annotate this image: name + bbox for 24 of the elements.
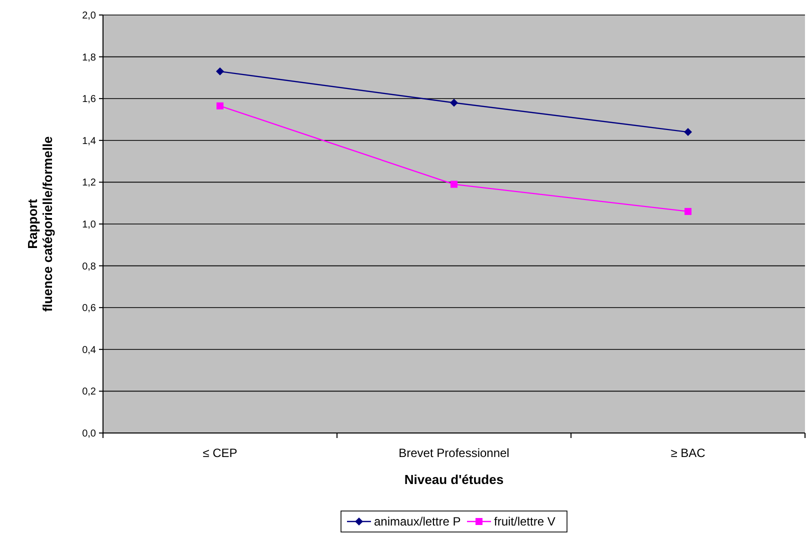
y-tick-label: 0,4: [82, 344, 96, 356]
point: [684, 128, 692, 136]
x-axis-title: Niveau d'études: [404, 472, 504, 487]
y-tick-label: 1,8: [82, 52, 96, 64]
legend-label: animaux/lettre P: [374, 514, 461, 528]
y-tick-label: 1,0: [82, 220, 96, 230]
y-tick-label: 0,8: [82, 261, 96, 272]
y-axis-title: Rapport fluence catégorielle/formelle: [25, 136, 55, 312]
y-tick-label: 2,0: [82, 10, 96, 22]
x-tick-label: ≥ BAC: [670, 446, 706, 460]
y-tick-label: 1,4: [82, 136, 96, 147]
point: [216, 102, 224, 110]
x-tick-label: ≤ CEP: [202, 446, 238, 460]
legend-label: fruit/lettre V: [494, 514, 556, 528]
y-tick-label: 1,6: [82, 94, 96, 106]
point: [450, 180, 458, 188]
point: [684, 208, 692, 215]
y-tick-label: 0,2: [82, 386, 96, 398]
point: [216, 67, 224, 76]
y-tick-label: 0,6: [82, 303, 96, 314]
y-tick-label: 1,2: [82, 178, 96, 189]
y-tick-label: 0,0: [82, 428, 96, 440]
x-tick-label: Brevet Professionnel: [398, 446, 510, 460]
point: [450, 98, 458, 107]
